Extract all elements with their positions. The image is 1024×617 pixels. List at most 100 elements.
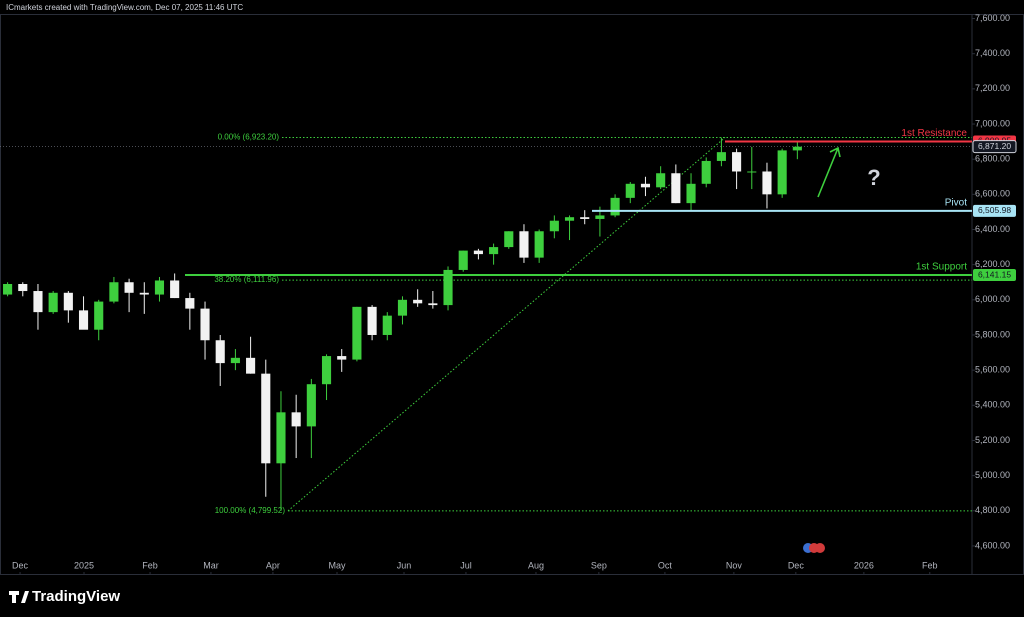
level-value-label: 6,141.15 <box>978 269 1011 279</box>
candle-body <box>261 373 271 464</box>
price-box <box>972 140 1017 154</box>
candle-body <box>109 282 119 302</box>
candle-body <box>640 183 651 188</box>
y-tick-label: 7,600.00 <box>975 13 1010 23</box>
candle-body <box>747 171 757 173</box>
candle-body <box>656 173 666 188</box>
candle-body <box>215 340 225 364</box>
candle-body <box>185 298 195 309</box>
candle-body <box>352 306 362 360</box>
candle-body <box>610 197 620 216</box>
y-tick-label: 4,600.00 <box>975 540 1010 550</box>
level-value-label: 6,505.98 <box>978 205 1011 215</box>
level-name: Pivot <box>945 198 967 209</box>
y-tick-label: 7,000.00 <box>975 118 1010 128</box>
candle-body <box>458 250 468 270</box>
x-tick-label: Sep <box>591 560 607 570</box>
y-tick-label: 6,800.00 <box>975 154 1010 164</box>
x-tick-label: 2025 <box>74 560 94 570</box>
candle-body <box>382 315 392 335</box>
candle-body <box>18 284 28 292</box>
header: ICmarkets created with TradingView.com, … <box>6 3 243 12</box>
y-tick-label: 6,600.00 <box>975 189 1010 199</box>
x-tick-label: Dec <box>12 560 29 570</box>
logo-icon <box>9 591 29 603</box>
candle-body <box>504 231 514 248</box>
candle-body <box>701 160 711 184</box>
annotation: ? <box>867 165 880 190</box>
candle-body <box>625 183 635 198</box>
level-value-box <box>973 269 1016 282</box>
candle-body <box>124 282 134 293</box>
candle-body <box>3 284 13 295</box>
fib-label: 100.00% (4,799.52) <box>215 506 286 515</box>
logo: TradingView <box>9 588 120 605</box>
candle-body <box>94 301 104 330</box>
candle-body <box>367 306 377 335</box>
candle-body <box>306 384 316 427</box>
candle-body <box>246 357 256 374</box>
candle-body <box>443 269 453 306</box>
candle-body <box>489 247 499 255</box>
fib-label: 0.00% (6,923.20) <box>218 133 280 142</box>
candle-body <box>519 231 529 258</box>
brand: TradingView <box>32 588 120 605</box>
x-tick-label: Oct <box>658 560 673 570</box>
candle-body <box>686 183 696 204</box>
candle-body <box>534 231 544 258</box>
y-tick-label: 6,400.00 <box>975 224 1010 234</box>
candle-body <box>580 217 590 219</box>
candle-body <box>154 280 165 295</box>
fib-label: 38.20% (6,111.96) <box>214 275 279 284</box>
x-tick-label: Jun <box>397 560 412 570</box>
y-tick-label: 5,200.00 <box>975 435 1010 445</box>
y-tick-label: 5,400.00 <box>975 400 1010 410</box>
y-tick-label: 7,400.00 <box>975 48 1010 58</box>
candle-body <box>792 146 802 151</box>
candle-body <box>473 250 483 255</box>
level-value-box <box>973 204 1016 217</box>
y-tick-label: 6,000.00 <box>975 294 1010 304</box>
candle-body <box>671 173 681 204</box>
candle-body <box>48 292 58 313</box>
candle-body <box>291 412 301 427</box>
x-tick-label: Mar <box>203 560 219 570</box>
x-tick-label: Nov <box>726 560 743 570</box>
candle-body <box>200 308 210 341</box>
y-tick-label: 5,800.00 <box>975 329 1010 339</box>
x-tick-label: Jul <box>460 560 472 570</box>
candle-body <box>777 150 787 195</box>
x-tick-label: Aug <box>528 560 544 570</box>
candle-body <box>595 215 605 219</box>
x-tick-label: Dec <box>788 560 805 570</box>
candle-body <box>139 292 149 295</box>
level-name: 1st Support <box>916 262 967 273</box>
candle-body <box>337 356 347 360</box>
arrow <box>817 146 841 198</box>
level-name: 1st Resistance <box>901 128 967 139</box>
candle-body <box>732 152 742 172</box>
candle-body <box>564 217 575 221</box>
candle-body <box>716 152 726 161</box>
y-tick-label: 5,000.00 <box>975 470 1010 480</box>
candle-body <box>78 310 89 330</box>
x-tick-label: 2026 <box>854 560 874 570</box>
y-tick-label: 6,200.00 <box>975 259 1010 269</box>
price-label: 6,871.20 <box>978 141 1011 151</box>
candle-body <box>428 303 438 306</box>
candle-body <box>397 299 408 316</box>
y-tick-label: 4,800.00 <box>975 505 1010 515</box>
candle-body <box>549 220 559 232</box>
y-tick-label: 5,600.00 <box>975 365 1010 375</box>
candle-body <box>413 299 423 304</box>
event-icon <box>803 543 825 553</box>
candle-body <box>230 357 240 364</box>
candle-body <box>33 291 43 313</box>
candle-body <box>63 292 73 311</box>
x-tick-label: Feb <box>142 560 158 570</box>
fib-trend-line <box>287 137 726 512</box>
candle-body <box>276 412 286 464</box>
flag <box>815 543 825 553</box>
